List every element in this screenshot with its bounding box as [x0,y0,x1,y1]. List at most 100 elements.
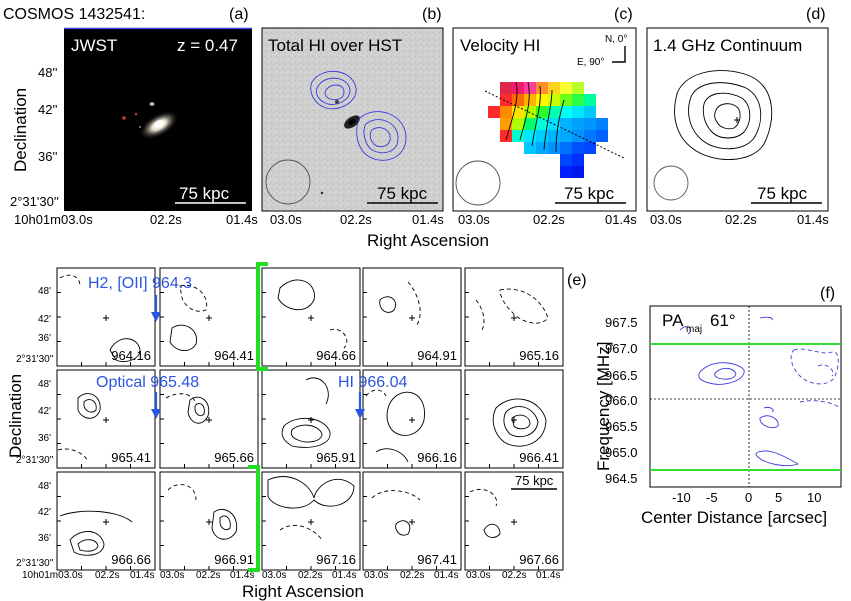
channel-panel: 966.41 [464,369,564,469]
beam-b [265,159,311,205]
channel-contour [279,525,323,541]
channel-contour [211,509,238,540]
channel-panel: 967.41 [362,471,462,571]
pv-xtick: -5 [706,490,718,505]
channel-frequency-label: 967.66 [519,552,559,567]
channel-x-label: Right Ascension [242,582,364,601]
ch-xtick: 03.0s [364,570,388,581]
channel-contour [69,531,105,556]
panel-d-title: 1.4 GHz Continuum [653,36,802,55]
ch-ytick: 36' [38,333,51,344]
channel-contour [375,448,409,463]
top-y-label: Declination [11,88,30,172]
channel-contour [386,391,425,436]
pv-xtick: 5 [775,490,782,505]
top-xtick-a3: 01.4s [226,212,258,227]
object-name: COSMOS 1432541: [3,6,145,23]
pa-label: PA [662,311,684,330]
annotation-hi: HI 966.04 [338,374,407,391]
pv-xtick: 0 [745,490,752,505]
channel-contour [277,279,315,311]
channel-frequency-label: 964.91 [417,348,457,363]
top-x-label: Right Ascension [367,231,489,250]
channel-y-label: Declination [6,374,25,458]
top-xtick-c1: 03.0s [458,212,490,227]
top-xtick-b1: 03.0s [270,212,302,227]
top-ytick-3: 36'' [38,149,57,164]
ch-xtick: 02.2s [196,570,220,581]
channel-frequency-label: 964.41 [214,348,254,363]
ch-xtick: 02.2s [298,570,322,581]
ch-xtick: 02.2s [400,570,424,581]
panel-e-letter: (e) [567,272,587,289]
ch-ytick: 36' [38,533,51,544]
channel-contour [483,523,501,538]
top-xtick-a2: 02.2s [150,212,182,227]
channel-contour [77,539,99,552]
ch-xtick: 03.0s [160,570,184,581]
pv-y-label: Frequency [MHz] [594,342,613,471]
channel-contour [329,328,348,349]
ch-xtick: 02.2s [95,570,119,581]
top-xtick-c2: 02.2s [533,212,565,227]
compass-icon [612,46,626,63]
channel-contour [83,399,97,413]
channel-frequency-label: 964.16 [111,348,151,363]
channel-contour [395,520,411,536]
channel-contour [492,398,547,447]
bracket-bottom [248,465,260,572]
beam-c [455,160,501,206]
redshift-label: z = 0.47 [177,36,238,55]
top-xtick-b3: 01.4s [412,212,444,227]
top-ytick-2: 42'' [38,102,57,117]
channel-frequency-label: 967.16 [316,552,356,567]
arrow-optical-icon [151,409,161,419]
channel-contour [511,414,531,430]
pv-diagram [649,305,842,488]
channel-frequency-label: 966.91 [214,552,254,567]
channel-frequency-label: 965.16 [519,348,559,363]
ch-ytick: 48' [38,286,51,297]
channel-panel: 966.16 [362,369,462,469]
channel-contour [77,393,101,419]
pv-x-label: Center Distance [arcsec] [641,508,827,527]
ch-ytick: 48' [38,379,51,390]
arrow-h2-icon [151,312,161,322]
top-xtick-c3: 01.4s [605,212,637,227]
top-xtick-d1: 03.0s [650,212,682,227]
continuum-contours [674,70,773,160]
ch-xtick: 01.4s [130,570,154,581]
channel-panel: 964.91 [362,267,462,367]
channel-contour [469,488,498,507]
ch-xtick: 03.0s [262,570,286,581]
panel-b: 75 kpc Total HI over HST (b) [261,6,444,212]
ch-ytick: 48' [38,481,51,492]
ch-ytick: 2°31'30'' [16,558,54,569]
channel-contour [407,281,421,327]
channel-contour [371,490,421,501]
channel-frequency-label: 967.41 [417,552,457,567]
channel-contour [290,424,323,443]
ch-ytick: 42' [38,406,51,417]
compass-east-label: E, 90° [577,57,604,68]
channel-contour [179,284,208,312]
ch-xtick: 01.4s [536,570,560,581]
pv-ytick: 964.5 [605,471,638,486]
top-ytick-4: 2°31'30'' [10,194,59,209]
channel-frequency-label: 964.66 [316,348,356,363]
annotation-optical: Optical 965.48 [96,374,199,391]
channel-contour [167,484,197,501]
channel-frequency-label: 965.66 [214,450,254,465]
channel-panel: 967.16 [261,471,361,571]
channel-panel: 965.91 [261,369,361,469]
channel-contour [109,338,141,362]
panel-b-letter: (b) [422,6,442,23]
panel-a: JWST z = 0.47 75 kpc (a) [64,6,252,211]
scalebar-c-label: 75 kpc [564,184,615,203]
panel-d-letter: (d) [806,6,826,23]
ch-xtick: 01.4s [332,570,356,581]
pv-ytick: 965.5 [605,419,638,434]
top-xtick-d2: 02.2s [725,212,757,227]
channel-frequency-label: 966.41 [519,450,559,465]
pv-ytick: 965.0 [605,445,638,460]
